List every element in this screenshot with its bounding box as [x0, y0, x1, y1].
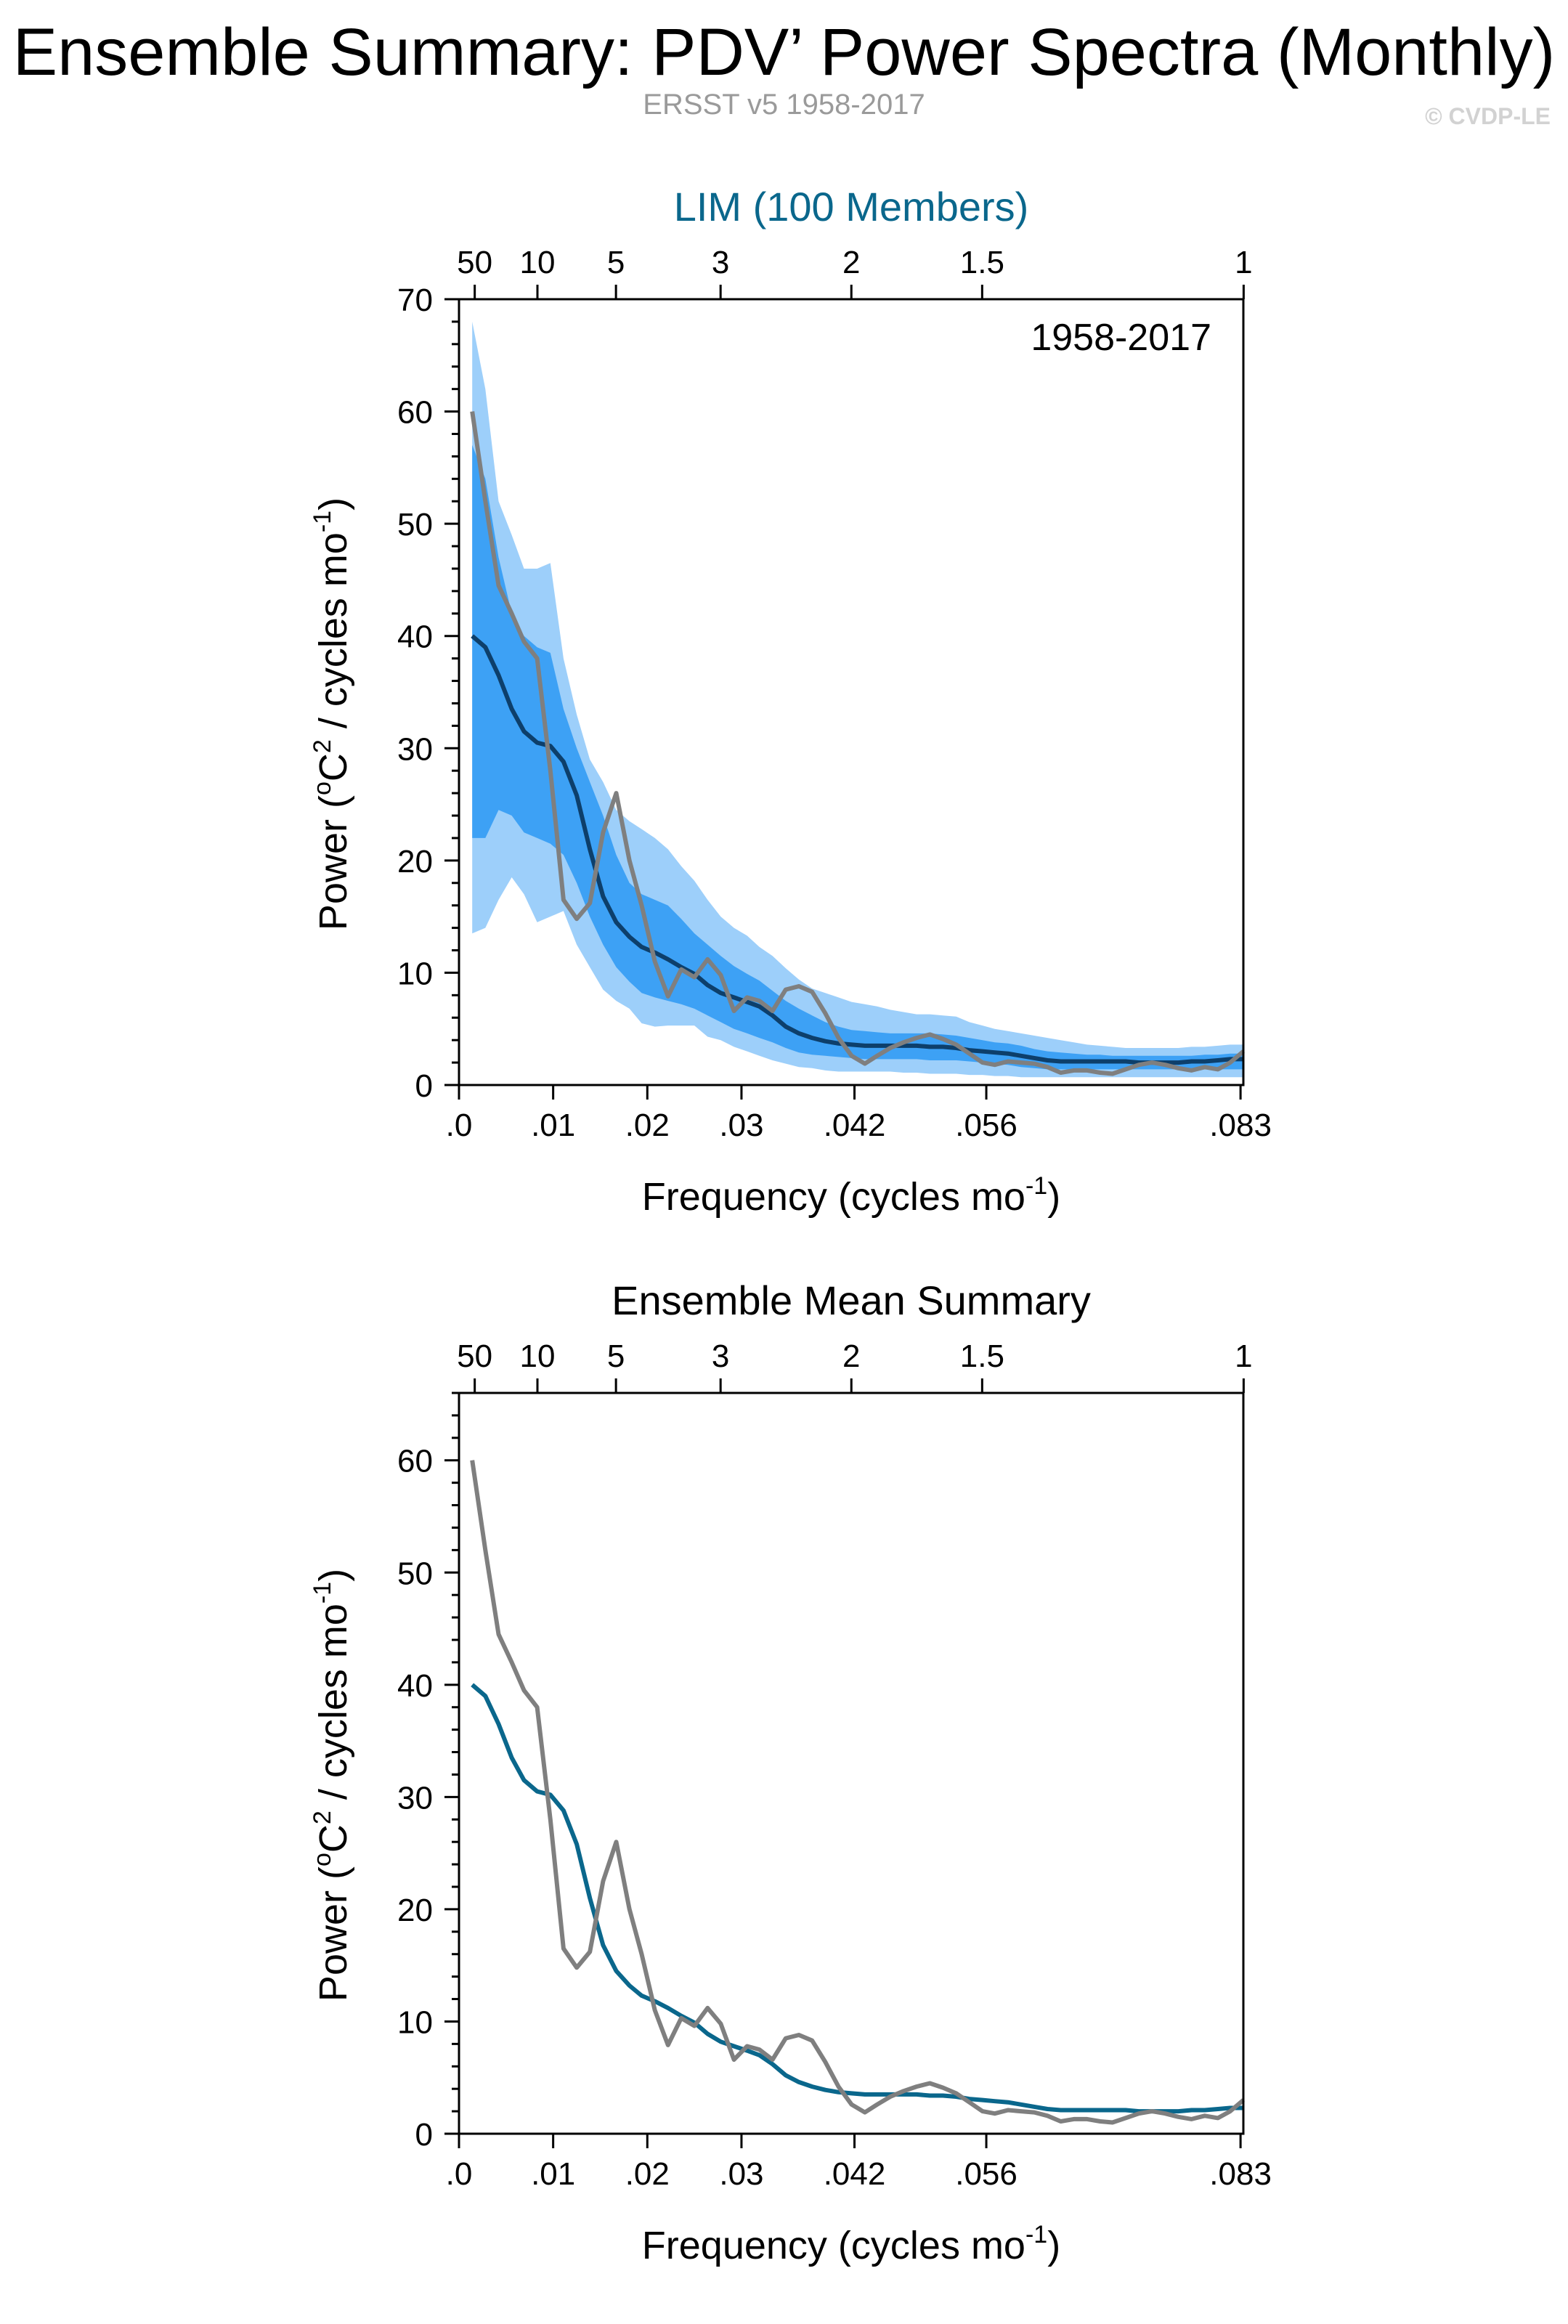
x-tick-label: .083: [1209, 2156, 1272, 2192]
x-tick-label: .03: [719, 1108, 763, 1143]
y-tick-label: 60: [397, 395, 433, 431]
y-tick-label: 40: [397, 1668, 433, 1704]
copyright-label: © CVDP-LE: [1425, 103, 1551, 129]
series-ensemble-mean: [471, 634, 1243, 1065]
x-tick-label: .0: [446, 1108, 473, 1143]
y-tick-label: 10: [397, 2004, 433, 2040]
period-tick-label: 1.5: [960, 1338, 1004, 1374]
x-axis-label: Frequency (cycles mo-1): [642, 2221, 1060, 2267]
y-tick-label: 70: [397, 283, 433, 318]
y-tick-label: 20: [397, 1893, 433, 1928]
y-axis-label: Power (oC2 / cycles mo-1): [309, 497, 355, 930]
y-tick-label: 60: [397, 1444, 433, 1479]
chart-title: LIM (100 Members): [674, 184, 1029, 229]
plot-frame: [458, 298, 1245, 1086]
x-tick-label: .056: [955, 2156, 1017, 2192]
y-tick-label: 40: [397, 619, 433, 655]
band-outer: [472, 321, 1244, 1078]
y-tick-label: 10: [397, 956, 433, 991]
period-tick-label: 1.5: [960, 245, 1004, 280]
period-tick-label: 5: [607, 245, 625, 280]
x-tick-label: .0: [446, 2156, 473, 2192]
period-tick-label: 2: [842, 245, 860, 280]
y-tick-label: 20: [397, 844, 433, 879]
y-tick-label: 30: [397, 1780, 433, 1816]
period-tick-label: 10: [520, 1338, 556, 1374]
chart-title: Ensemble Mean Summary: [612, 1277, 1091, 1323]
page-subtitle: ERSST v5 1958-2017: [643, 89, 925, 121]
period-tick-label: 1: [1235, 245, 1252, 280]
x-axis-label: Frequency (cycles mo-1): [642, 1172, 1060, 1219]
x-tick-label: .042: [824, 2156, 886, 2192]
x-tick-label: .03: [719, 2156, 763, 2192]
period-tick-label: 50: [457, 245, 492, 280]
y-tick-label: 0: [415, 1068, 433, 1104]
chart-panel-1: 0 10 20 30 40 50 60 70 .0 .01 .02 .03 .042 .056 .083 50…: [309, 184, 1272, 1219]
y-tick-label: 50: [397, 1556, 433, 1591]
chart-annotation: 1958-2017: [1031, 317, 1211, 359]
x-tick-label: .01: [531, 1108, 575, 1143]
page-title: Ensemble Summary: PDV’ Power Spectra (Mo…: [12, 15, 1556, 89]
x-tick-label: .02: [625, 1108, 670, 1143]
period-tick-label: 2: [842, 1338, 860, 1374]
y-tick-label: 50: [397, 507, 433, 543]
plot-frame: [458, 1391, 1245, 2135]
period-tick-label: 50: [457, 1338, 492, 1374]
x-tick-label: .01: [531, 2156, 575, 2192]
period-tick-label: 1: [1235, 1338, 1252, 1374]
chart-panel-2: 0 10 20 30 40 50 60 .0 .01 .02 .03 .042 .056 .083 50 10…: [309, 1277, 1272, 2267]
y-tick-label: 0: [415, 2117, 433, 2153]
y-axis-label: Power (oC2 / cycles mo-1): [309, 1569, 355, 2002]
series-observations: [470, 411, 1245, 1076]
x-tick-label: .042: [824, 1108, 886, 1143]
series-ensemble-mean: [471, 1683, 1243, 2114]
period-tick-label: 5: [607, 1338, 625, 1374]
period-tick-label: 10: [520, 245, 556, 280]
period-tick-label: 3: [712, 1338, 729, 1374]
series-observations: [470, 1460, 1245, 2125]
x-tick-label: .02: [625, 2156, 670, 2192]
band-inner: [472, 444, 1244, 1070]
x-tick-label: .083: [1209, 1108, 1272, 1143]
x-tick-label: .056: [955, 1108, 1017, 1143]
period-tick-label: 3: [712, 245, 729, 280]
y-tick-label: 30: [397, 731, 433, 767]
